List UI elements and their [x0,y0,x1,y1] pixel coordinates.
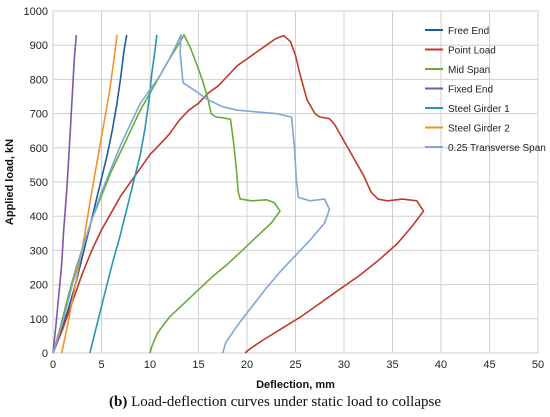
y-tick-label: 800 [30,74,48,86]
load-deflection-chart: 0 100 200 300 400 500 600 700 800 900 1000 0 5 10 15 20… [4,6,546,391]
legend-label: Steel Girder 1 [448,104,510,115]
x-tick-label: 35 [386,359,398,371]
x-axis-label: Deflection, mm [256,379,335,391]
y-tick-label: 500 [30,177,48,189]
x-tick-label: 30 [338,359,350,371]
figure-caption: (b) Load-deflection curves under static … [0,394,550,411]
x-tick-label: 25 [289,359,301,371]
series-line [52,34,78,354]
legend-label: Steel Girder 2 [448,124,510,135]
x-tick-label: 0 [50,359,56,371]
y-tick-label: 400 [30,211,48,223]
y-tick-label: 200 [30,280,48,292]
x-tick-label: 15 [192,359,204,371]
y-tick-label: 300 [30,245,48,257]
x-tick-label: 10 [144,359,156,371]
y-tick-label: 100 [30,314,48,326]
legend-label: Mid Span [448,65,490,76]
legend-label: Fixed End [448,85,493,96]
series-line [52,34,128,354]
x-tick-label: 5 [98,359,104,371]
series-line [52,34,331,354]
legend-label: Point Load [448,46,496,57]
series-line [89,34,158,354]
x-tick-label: 40 [435,359,447,371]
x-tick-label: 20 [241,359,253,371]
y-tick-label: 600 [30,143,48,155]
y-axis-label: Applied load, kN [4,139,16,225]
y-tick-label: 900 [30,40,48,52]
series-line [52,34,425,354]
x-tick-label: 45 [483,359,495,371]
y-tick-label: 0 [42,348,48,360]
series-line [60,34,118,354]
x-tick-label: 50 [532,359,544,371]
y-tick-label: 700 [30,109,48,121]
caption-prefix: (b) [109,394,128,410]
y-tick-label: 1000 [24,6,48,18]
series-line [52,34,281,354]
chart-frame: 0 100 200 300 400 500 600 700 800 900 1000 0 5 10 15 20… [4,6,546,391]
caption-text: Load-deflection curves under static load… [127,394,441,410]
legend-label: 0.25 Transverse Span [448,143,546,154]
legend-label: Free End [448,26,489,37]
